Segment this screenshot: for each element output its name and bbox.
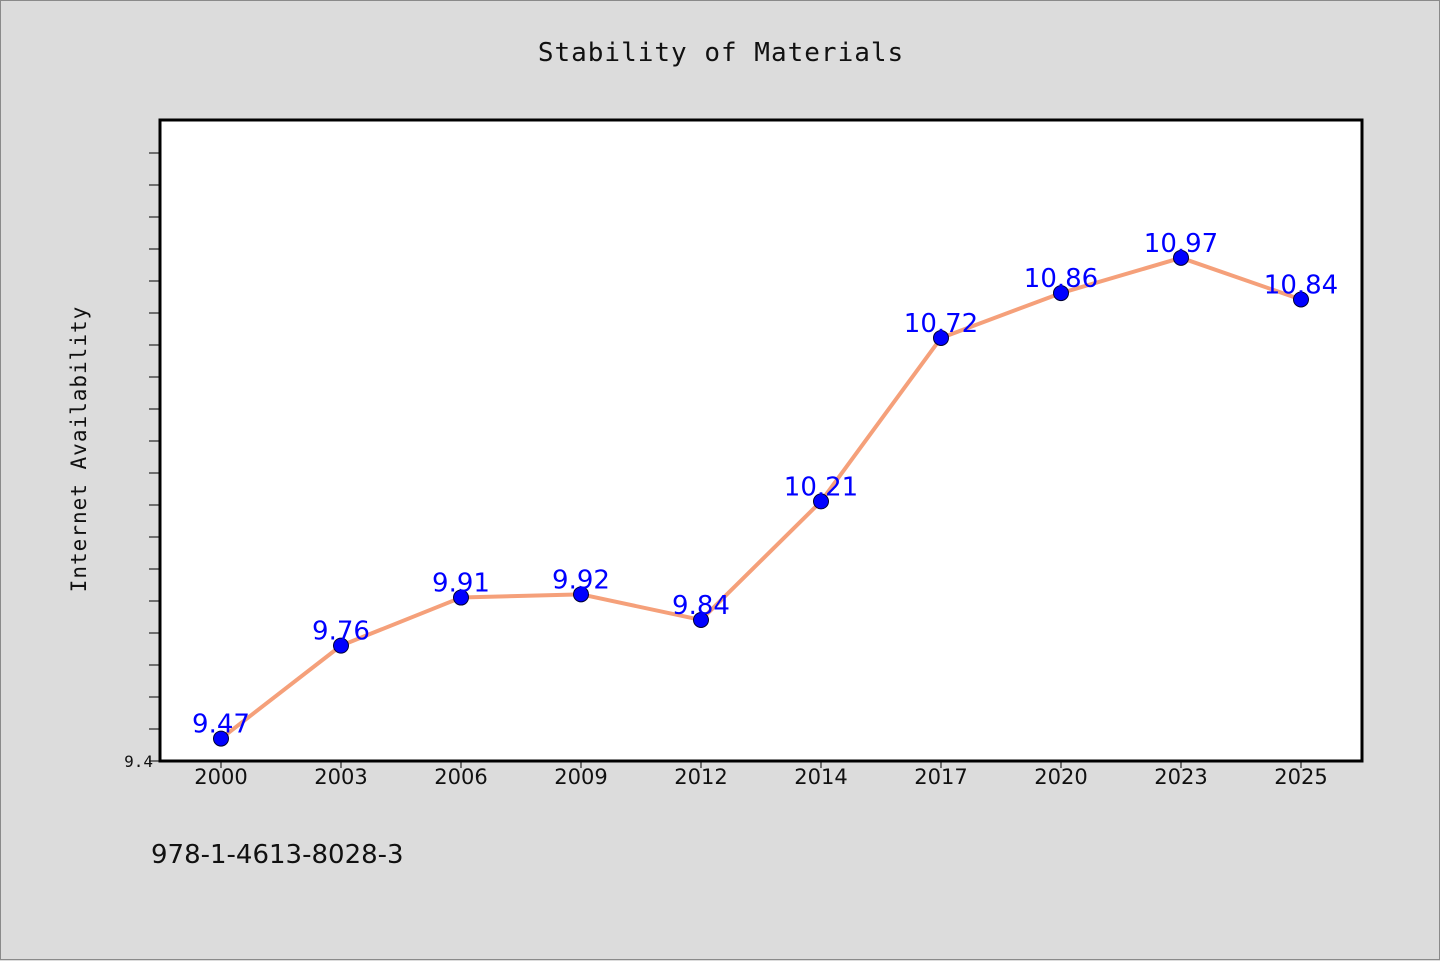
data-label: 9.91 xyxy=(432,569,490,599)
x-tick-label: 2003 xyxy=(314,765,367,789)
x-tick-label: 2009 xyxy=(554,765,607,789)
data-point xyxy=(933,329,949,346)
x-tick-label: 2014 xyxy=(794,765,847,789)
data-point xyxy=(573,586,589,603)
data-point xyxy=(453,589,469,606)
data-point xyxy=(1173,249,1189,266)
data-label: 10.21 xyxy=(784,472,858,502)
data-point xyxy=(1293,291,1309,308)
x-tick-label: 2000 xyxy=(194,765,247,789)
x-tick-label: 2020 xyxy=(1034,765,1087,789)
x-tick-label: 2017 xyxy=(914,765,967,789)
x-axis-ticks: 2000 2003 2006 2009 2012 2014 2017 2020 2023 2025 xyxy=(194,761,1328,789)
data-label: 10.97 xyxy=(1144,229,1218,259)
data-label: 9.47 xyxy=(192,710,250,740)
data-point xyxy=(813,493,829,510)
series-line xyxy=(219,255,1303,741)
y-tick-label-min: 9.4 xyxy=(124,752,153,771)
data-label: 10.84 xyxy=(1264,270,1338,300)
data-label: 9.84 xyxy=(672,591,730,621)
data-label: 9.92 xyxy=(552,565,610,595)
data-point xyxy=(1053,285,1069,302)
y-axis-ticks xyxy=(149,152,160,762)
chart-title: Stability of Materials xyxy=(538,38,904,68)
y-axis-label: Internet Availability xyxy=(67,306,91,593)
x-tick-label: 2012 xyxy=(674,765,727,789)
x-tick-label: 2023 xyxy=(1154,765,1207,789)
plot-area xyxy=(158,118,1364,763)
data-point xyxy=(693,611,709,628)
isbn-label: 978-1-4613-8028-3 xyxy=(151,840,404,870)
data-point xyxy=(333,637,349,654)
data-label: 10.72 xyxy=(904,309,978,339)
data-point xyxy=(213,730,229,747)
x-tick-label: 2025 xyxy=(1274,765,1327,789)
data-label: 10.86 xyxy=(1024,264,1098,294)
x-tick-label: 2006 xyxy=(434,765,487,789)
series-group: 9.47 9.76 9.91 9.92 9.84 10.21 10.72 10.86 10.97… xyxy=(192,229,1338,747)
data-label: 9.76 xyxy=(312,617,370,647)
